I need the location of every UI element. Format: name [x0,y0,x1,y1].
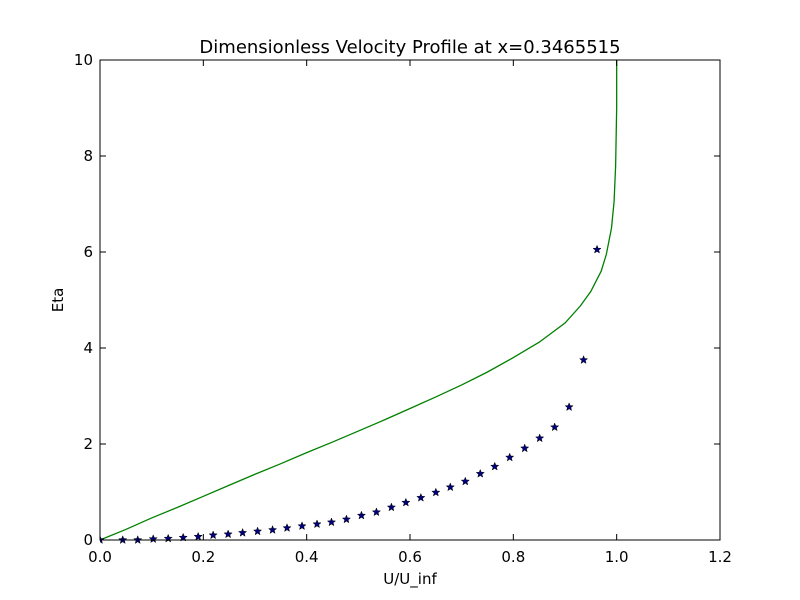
chart-title: Dimensionless Velocity Profile at x=0.34… [199,37,620,58]
x-tick-label: 1.2 [708,548,732,566]
x-tick-label: 0.8 [501,548,525,566]
data-point [460,476,470,486]
data-point [267,525,278,534]
data-point [416,492,426,502]
x-axis-title: U/U_inf [383,570,437,589]
data-point [223,529,233,539]
data-point [148,534,158,544]
y-tick-label: 4 [83,339,93,357]
x-tick-label: 0.4 [295,548,319,566]
data-point [326,517,337,527]
data-point [208,530,218,540]
data-point [564,402,574,412]
data-point [282,523,292,532]
data-point [178,532,188,542]
y-tick-label: 10 [74,51,93,69]
x-tick-label: 0.6 [398,548,422,566]
y-axis: 0 2 4 6 8 10 [74,51,720,549]
data-point [505,452,515,462]
data-point [371,507,382,517]
y-tick-label: 2 [83,435,93,453]
data-point [252,526,263,536]
data-point [341,514,352,524]
data-point [193,531,203,541]
data-point [475,468,485,478]
data-point [592,244,602,254]
series-line [100,60,618,541]
data-point [550,422,560,432]
data-point [578,355,589,364]
plot-area [100,60,618,544]
data-point [490,461,500,471]
data-point [312,519,322,529]
data-point [535,433,545,443]
data-point [520,443,530,453]
data-point [445,482,455,492]
y-axis-title: Eta [49,288,67,313]
y-tick-label: 6 [83,243,93,261]
x-axis: 0.0 0.2 0.4 0.6 0.8 1.0 1.2 [88,60,732,566]
x-tick-label: 1.0 [605,548,629,566]
data-point [401,497,411,507]
x-tick-label: 0.2 [191,548,215,566]
data-point [356,510,367,520]
y-tick-label: 8 [83,147,93,165]
data-point [237,527,248,537]
x-tick-label: 0.0 [88,548,112,566]
data-point [386,502,397,512]
data-point [297,521,307,531]
data-point [431,487,441,497]
y-tick-label: 0 [83,531,93,549]
